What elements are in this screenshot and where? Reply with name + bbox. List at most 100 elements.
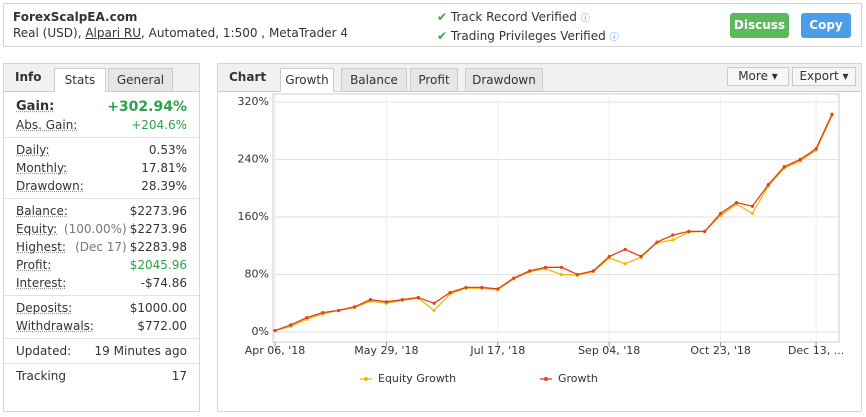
menu-label: More <box>738 69 768 83</box>
point <box>639 254 643 259</box>
stat-value-wrap: 17.81% <box>141 159 187 177</box>
point <box>766 183 770 187</box>
verification: ✔ Track Record Verified ⓘ ✔ Trading Priv… <box>437 9 619 47</box>
stat-label: Daily: <box>16 143 50 157</box>
legend-marker <box>544 377 548 381</box>
y-tick-label: 160% <box>238 210 269 223</box>
stat-value-wrap: $2273.96 <box>130 202 187 220</box>
stat-value: 19 Minutes ago <box>94 344 187 358</box>
point <box>416 295 420 300</box>
row: Withdrawals: $772.00 <box>4 317 199 335</box>
stat-value: $2273.96 <box>129 204 187 218</box>
plot-area <box>272 93 840 343</box>
series-line <box>274 115 833 332</box>
row: Interest: -$74.86 <box>4 274 199 292</box>
row: Equity: (100.00%) $2273.96 <box>4 220 199 238</box>
stats-group: Updated: 19 Minutes ago <box>4 339 199 364</box>
point <box>543 265 548 269</box>
verified-item: ✔ Track Record Verified ⓘ <box>437 10 590 24</box>
point <box>337 308 341 313</box>
stat-value: $772.00 <box>137 319 187 333</box>
stat-value-wrap: (100.00%) $2273.96 <box>64 220 187 238</box>
stat-value-wrap: $2045.96 <box>130 256 187 274</box>
chart-tabs: Chart Growth Balance Profit Drawdown Mor… <box>218 64 861 92</box>
account-title: ForexScalpEA.com <box>13 10 138 24</box>
point <box>368 298 373 302</box>
broker-link[interactable]: Alpari RU <box>85 26 142 40</box>
stat-label: Withdrawals: <box>16 319 94 333</box>
point <box>512 276 516 280</box>
point <box>814 147 818 151</box>
point <box>273 328 277 333</box>
point <box>798 157 802 162</box>
account-type: Real (USD), <box>13 26 86 40</box>
point <box>655 240 659 244</box>
y-tick-label: 80% <box>245 268 269 281</box>
stat-value: 17.81% <box>141 161 187 175</box>
row: Highest: (Dec 17) $2283.98 <box>4 238 199 256</box>
stat-value: 28.39% <box>141 179 187 193</box>
point <box>464 285 468 290</box>
chart: 0% 80% 160% 240% 320% Apr 06, '18 May 29, '18 J… <box>238 93 844 385</box>
discuss-button[interactable]: Discuss <box>730 13 789 38</box>
stat-value-wrap: (Dec 17) $2283.98 <box>75 238 187 256</box>
point <box>305 316 309 320</box>
account-info: Real (USD), Alpari RU, Automated, 1:500 … <box>13 26 348 40</box>
point <box>480 285 484 290</box>
point <box>750 211 755 216</box>
stat-value: $1000.00 <box>129 301 187 315</box>
x-tick-label: Jul 17, '18 <box>469 344 525 357</box>
stat-value: +302.94% <box>107 99 187 115</box>
row: Profit: $2045.96 <box>4 256 199 274</box>
info-tab[interactable]: Info <box>15 70 42 84</box>
general-tab[interactable]: General <box>108 68 173 91</box>
profit-tab[interactable]: Profit <box>410 68 458 91</box>
stat-value-wrap: 19 Minutes ago <box>95 342 187 360</box>
point <box>719 211 723 216</box>
stat-note: (Dec 17) <box>75 240 127 254</box>
stat-value-wrap: $1000.00 <box>130 299 187 317</box>
stat-label: Tracking <box>16 369 66 383</box>
row: Monthly: 17.81% <box>4 159 199 177</box>
stat-value-wrap: 28.39% <box>141 177 187 195</box>
stat-label: Deposits: <box>16 301 73 315</box>
verified-text: Track Record Verified <box>450 10 577 24</box>
stats-tab[interactable]: Stats <box>54 68 106 92</box>
point <box>671 233 675 237</box>
verified-text: Trading Privileges Verified <box>450 29 606 43</box>
drawdown-tab[interactable]: Drawdown <box>465 68 543 91</box>
point <box>575 272 579 277</box>
point <box>750 204 755 208</box>
x-tick-label: Oct 23, '18 <box>690 344 751 357</box>
x-tick-label: May 29, '18 <box>354 344 418 357</box>
stat-note: (100.00%) <box>63 222 127 236</box>
balance-tab[interactable]: Balance <box>341 68 407 91</box>
series-line <box>274 113 833 332</box>
chart-panel: Chart Growth Balance Profit Drawdown Mor… <box>217 63 862 412</box>
y-tick-label: 320% <box>238 95 269 108</box>
point <box>352 305 357 309</box>
stats-group: Daily: 0.53% Monthly: 17.81% Drawdown: 28.39% <box>4 138 199 199</box>
legend-marker <box>364 377 368 381</box>
menu-label: Export <box>799 69 839 83</box>
stat-value: $2045.96 <box>129 258 187 272</box>
stat-label: Profit: <box>16 258 52 272</box>
point <box>782 165 786 169</box>
more-menu[interactable]: More ▾ <box>727 67 789 86</box>
point <box>703 229 707 233</box>
chart-tab[interactable]: Chart <box>229 70 267 84</box>
stat-value: +204.6% <box>131 118 187 132</box>
copy-button[interactable]: Copy <box>801 13 851 38</box>
stat-value-wrap: +204.6% <box>131 116 187 134</box>
x-tick-label: Apr 06, '18 <box>245 344 306 357</box>
legend-label: Growth <box>558 372 598 385</box>
row: Balance: $2273.96 <box>4 202 199 220</box>
row: Deposits: $1000.00 <box>4 299 199 317</box>
export-menu[interactable]: Export ▾ <box>792 67 856 86</box>
y-tick-label: 240% <box>238 153 269 166</box>
stat-label: Gain: <box>16 99 55 114</box>
stat-value: 0.53% <box>148 143 187 157</box>
growth-tab[interactable]: Growth <box>280 68 334 92</box>
point <box>734 201 739 205</box>
